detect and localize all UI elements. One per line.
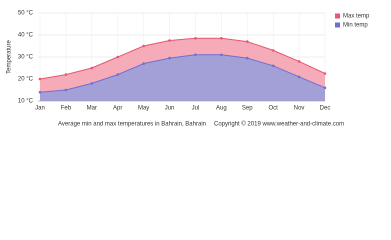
x-tick-label: May xyxy=(138,106,149,112)
point xyxy=(245,40,249,43)
point xyxy=(142,62,145,65)
point xyxy=(168,56,171,60)
point xyxy=(271,49,275,52)
legend-label: Max temp xyxy=(343,14,370,20)
line xyxy=(39,37,326,80)
legend-swatch xyxy=(335,13,340,19)
y-tick-label: 30 °C xyxy=(18,55,34,61)
copyright: Copyright © 2019 www.weather-and-climate… xyxy=(214,121,344,128)
point xyxy=(297,75,301,79)
point xyxy=(220,37,223,40)
point xyxy=(116,55,120,59)
chart: Temperature Average min and max temperat… xyxy=(7,11,370,128)
point xyxy=(297,60,301,63)
point xyxy=(194,37,197,40)
x-tick-label: Oct xyxy=(269,106,279,112)
x-tick-label: Aug xyxy=(216,106,227,112)
point xyxy=(38,90,42,94)
point xyxy=(116,73,120,76)
legend-swatch xyxy=(335,22,340,28)
x-tick-label: Jul xyxy=(192,106,200,112)
point xyxy=(90,82,94,85)
x-tick-label: Dec xyxy=(320,106,331,112)
y-axis-label: Temperature xyxy=(7,39,13,73)
caption: Average min and max temperatures in Bahr… xyxy=(58,122,206,128)
page: Temperature Average min and max temperat… xyxy=(6,10,371,128)
y-tick-label: 10 °C xyxy=(18,99,34,105)
y-tick-label: 20 °C xyxy=(18,77,34,83)
line xyxy=(39,54,326,93)
point xyxy=(194,53,197,57)
point xyxy=(323,72,327,75)
point xyxy=(64,73,68,76)
x-tick-label: Jun xyxy=(165,106,175,112)
point xyxy=(168,39,171,42)
x-tick-label: Nov xyxy=(294,106,305,112)
point xyxy=(90,66,94,70)
x-tick-label: Feb xyxy=(61,106,72,112)
point xyxy=(271,64,275,68)
point xyxy=(38,77,42,81)
point xyxy=(245,56,249,60)
y-tick-label: 40 °C xyxy=(18,33,34,39)
x-tick-label: Mar xyxy=(87,106,97,112)
x-tick-label: Sep xyxy=(242,106,253,112)
x-tick-label: Jan xyxy=(35,106,45,112)
point xyxy=(323,86,327,90)
point xyxy=(64,88,68,92)
point xyxy=(220,53,223,57)
point xyxy=(142,44,145,48)
y-tick-label: 50 °C xyxy=(18,11,34,17)
x-tick-label: Apr xyxy=(113,106,122,112)
legend-label: Min temp xyxy=(343,23,368,29)
area xyxy=(40,54,325,101)
